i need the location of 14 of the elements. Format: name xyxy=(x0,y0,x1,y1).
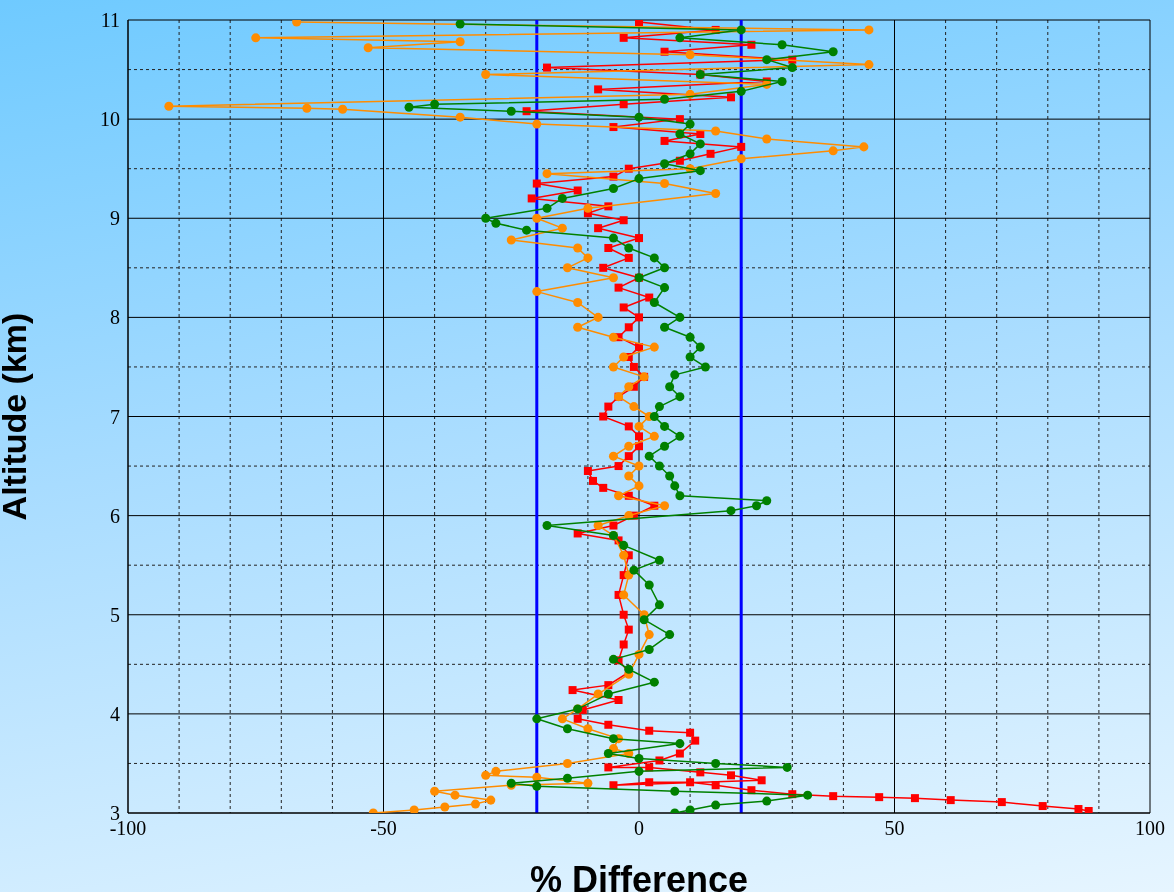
y-axis-title: Altitude (km) xyxy=(0,312,34,521)
y-tick-label: 7 xyxy=(110,405,120,428)
y-tick-label: 8 xyxy=(110,306,120,329)
y-tick-label: 9 xyxy=(110,207,120,230)
y-tick-label: 10 xyxy=(100,108,120,131)
y-tick-label: 6 xyxy=(110,504,120,527)
x-tick-label: 100 xyxy=(1135,817,1165,840)
y-tick-label: 5 xyxy=(110,603,120,626)
y-tick-label: 11 xyxy=(100,9,120,32)
x-tick-label: 50 xyxy=(884,817,905,840)
x-tick-label: 0 xyxy=(634,817,644,840)
x-tick-label: -50 xyxy=(370,817,397,840)
y-tick-label: 4 xyxy=(110,702,120,725)
x-axis-title: % Difference xyxy=(529,859,749,892)
